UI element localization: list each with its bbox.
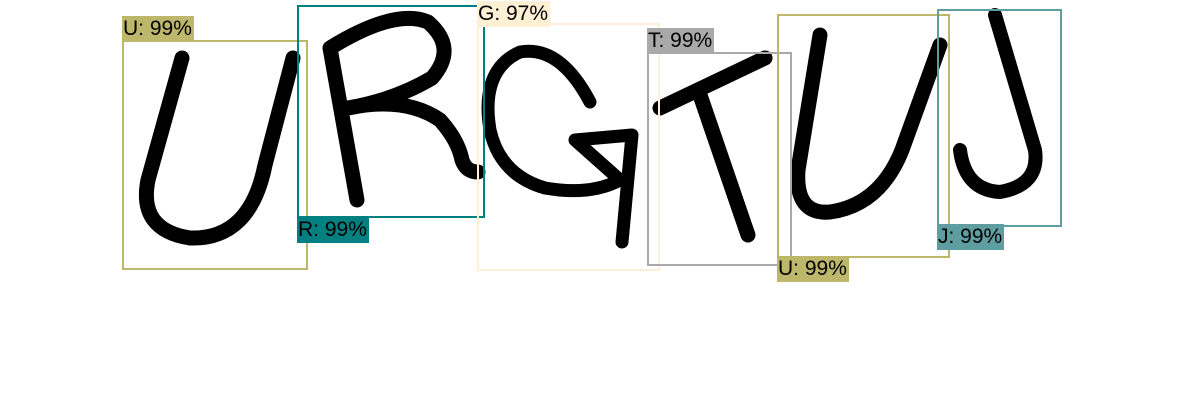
- detection-box-t: [647, 52, 792, 266]
- letter-t-glyph: [652, 50, 773, 243]
- detection-box-g: [477, 23, 660, 271]
- letter-j-glyph: [953, 8, 1043, 199]
- detection-box-u: [122, 40, 308, 270]
- detection-label-g: G: 97%: [477, 1, 551, 27]
- detection-box-j: [937, 9, 1062, 227]
- detection-label-j: J: 99%: [937, 224, 1005, 250]
- letter-u-glyph: [138, 50, 301, 246]
- letter-g-glyph: [481, 44, 639, 249]
- letter-u2-glyph: [790, 27, 948, 220]
- detection-box-u2: [777, 14, 950, 258]
- detection-label-r: R: 99%: [297, 217, 369, 243]
- letter-r-glyph: [322, 10, 486, 208]
- detection-label-u: U: 99%: [122, 16, 194, 42]
- detection-label-u2: U: 99%: [777, 256, 849, 282]
- detection-box-r: [297, 5, 485, 218]
- detection-label-t: T: 99%: [647, 28, 715, 54]
